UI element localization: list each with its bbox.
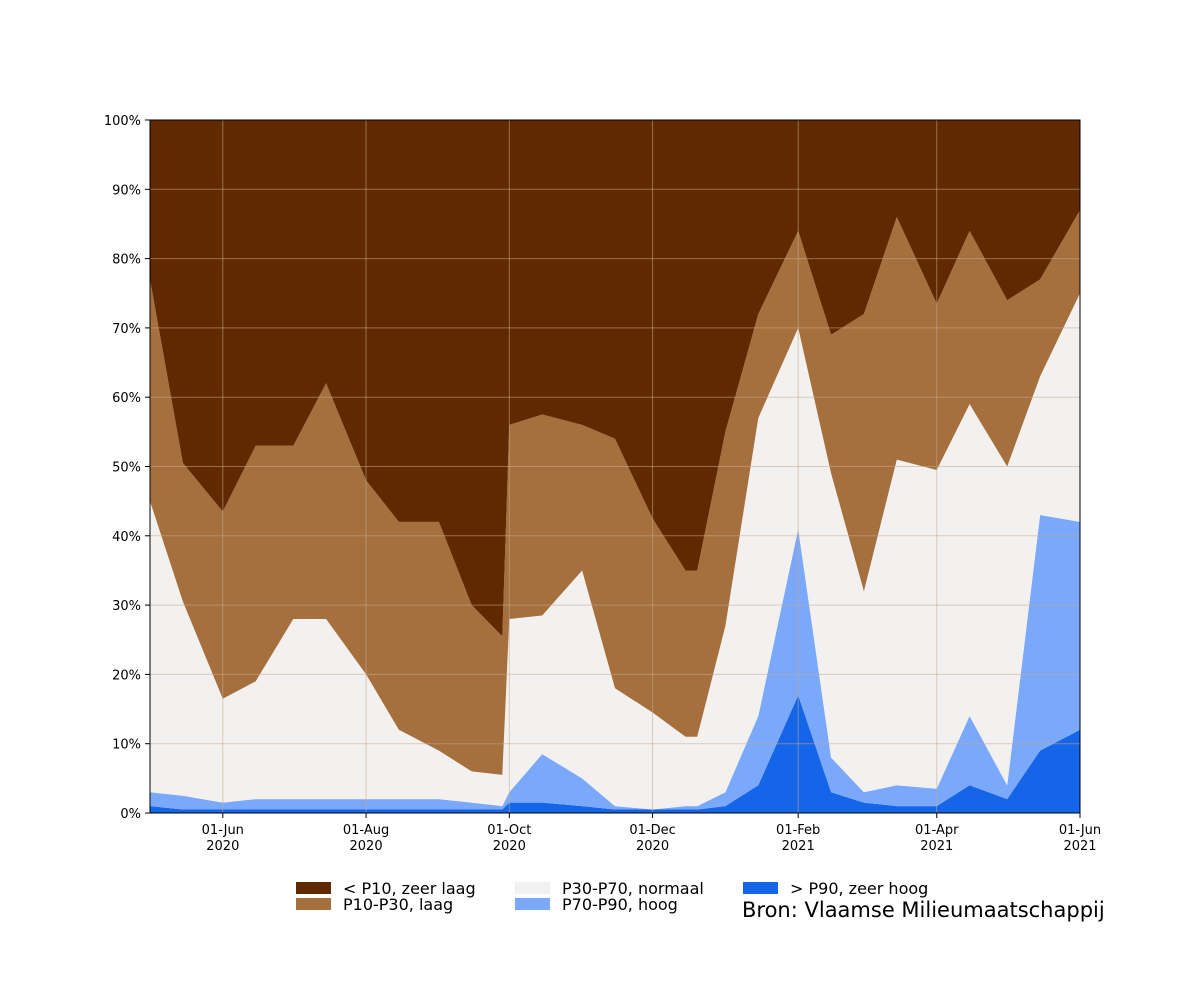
legend-item-zeer-hoog: > P90, zeer hoog xyxy=(743,878,929,898)
y-tick-label: 20% xyxy=(112,668,141,683)
area-series-1 xyxy=(150,515,1080,810)
y-tick-label: 90% xyxy=(112,183,141,198)
area-series-4 xyxy=(150,120,1080,637)
x-tick-label-date: 01-Aug xyxy=(343,823,389,838)
legend-label: > P90, zeer hoog xyxy=(790,878,929,898)
legend-label: < P10, zeer laag xyxy=(343,878,476,898)
legend-item-hoog: P70-P90, hoog xyxy=(515,894,678,914)
legend-swatch xyxy=(296,898,331,910)
y-tick-label: 100% xyxy=(104,114,141,129)
y-tick-label: 10% xyxy=(112,738,141,753)
chart-areas xyxy=(150,120,1080,813)
area-series-3 xyxy=(150,210,1080,775)
legend-item-normaal: P30-P70, normaal xyxy=(515,878,704,898)
y-tick-label: 30% xyxy=(112,599,141,614)
legend-swatch xyxy=(515,882,550,894)
y-tick-label: 50% xyxy=(112,461,141,476)
legend-item-laag: P10-P30, laag xyxy=(296,894,454,914)
y-tick-label: 0% xyxy=(120,807,141,822)
legend: < P10, zeer laag P10-P30, laag P30-P70, … xyxy=(296,878,1176,960)
legend-swatch xyxy=(743,882,778,894)
chart-grid xyxy=(150,120,1081,813)
x-tick-label-date: 01-Jun xyxy=(1059,823,1101,838)
x-tick-label-year: 2020 xyxy=(636,839,669,854)
legend-label: P70-P90, hoog xyxy=(562,894,678,914)
x-tick-label-year: 2020 xyxy=(493,839,526,854)
y-axis: 0% 10% 20% 30% 40% 50% 60% 70% 80% 90% 100% xyxy=(104,114,150,822)
legend-label: P30-P70, normaal xyxy=(562,878,704,898)
x-tick-label-date: 01-Apr xyxy=(915,823,959,838)
legend-swatch xyxy=(515,898,550,910)
x-tick-label-year: 2020 xyxy=(206,839,239,854)
x-tick-label-date: 01-Feb xyxy=(776,823,820,838)
x-tick-label-year: 2021 xyxy=(920,839,953,854)
x-tick-label-year: 2021 xyxy=(782,839,815,854)
x-tick-label-year: 2021 xyxy=(1063,839,1096,854)
legend-label: P10-P30, laag xyxy=(343,894,454,914)
y-tick-label: 80% xyxy=(112,253,141,268)
x-tick-label-date: 01-Dec xyxy=(629,823,675,838)
y-tick-label: 40% xyxy=(112,530,141,545)
x-tick-label-date: 01-Jun xyxy=(202,823,244,838)
y-tick-label: 70% xyxy=(112,322,141,337)
area-series-0 xyxy=(150,695,1080,813)
area-series-2 xyxy=(150,293,1080,810)
y-tick-label: 60% xyxy=(112,391,141,406)
source-credit: Bron: Vlaamse Milieumaatschappij xyxy=(742,898,1105,922)
x-axis: 01-Jun202001-Aug202001-Oct202001-Dec2020… xyxy=(202,813,1101,854)
legend-swatch xyxy=(296,882,331,894)
legend-item-zeer-laag: < P10, zeer laag xyxy=(296,878,476,898)
x-tick-label-date: 01-Oct xyxy=(487,823,531,838)
x-tick-label-year: 2020 xyxy=(350,839,383,854)
